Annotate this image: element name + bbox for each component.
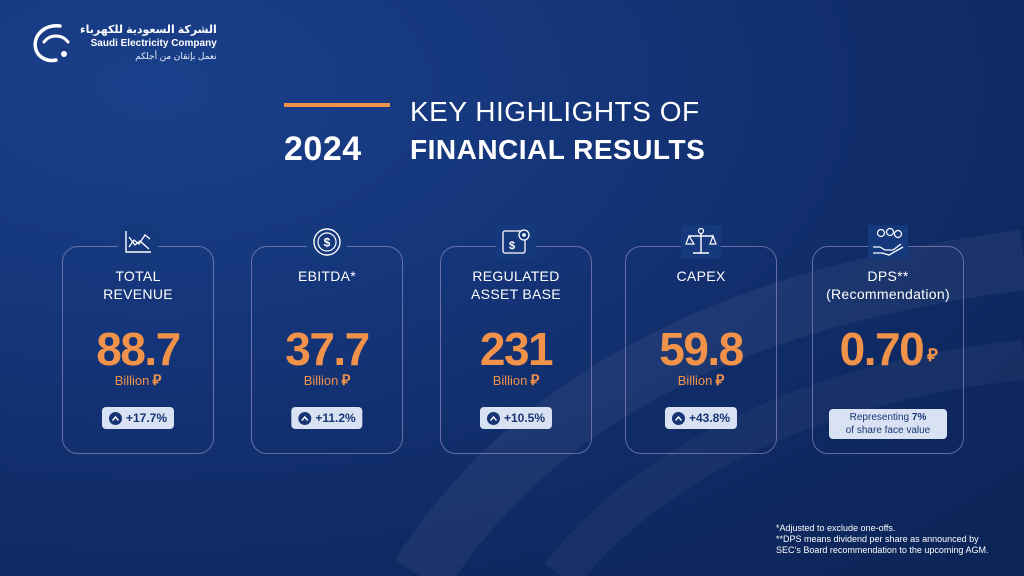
riyal-symbol: ⃁ bbox=[927, 345, 938, 365]
card-label-line-1: TOTAL bbox=[115, 268, 161, 284]
riyal-symbol: ⃁ bbox=[530, 372, 540, 389]
card-label-line-1: EBITDA* bbox=[297, 268, 357, 284]
change-value: +43.8% bbox=[688, 411, 731, 425]
logo-tagline: نعمل بإتقان من أجلكم bbox=[135, 51, 217, 61]
card-unit: Billion bbox=[114, 373, 150, 388]
change-badge: +43.8% bbox=[664, 407, 738, 429]
title-line-2: FINANCIAL RESULTS bbox=[410, 134, 706, 165]
arrow-up-icon bbox=[486, 411, 500, 425]
card-value: 59.8 bbox=[659, 323, 744, 375]
dps-note-badge: Representing 7% of share face value bbox=[829, 409, 947, 439]
title-line-1: KEY HIGHLIGHTS OF bbox=[410, 96, 700, 127]
riyal-symbol: ⃁ bbox=[152, 372, 162, 389]
card-label-line-2: ASSET BASE bbox=[471, 286, 561, 302]
footnote-1: *Adjusted to exclude one-offs. bbox=[776, 523, 896, 533]
coin-dollar-icon: $ bbox=[307, 225, 347, 259]
card-label-line-1: CAPEX bbox=[676, 268, 726, 284]
balance-scale-icon bbox=[681, 225, 721, 259]
card-unit: Billion bbox=[303, 373, 339, 388]
riyal-symbol: ⃁ bbox=[341, 372, 351, 389]
change-badge: +11.2% bbox=[291, 407, 363, 429]
card-dps: DPS** (Recommendation) 0.70 ⃁ Representin… bbox=[812, 225, 964, 454]
card-label-line-1: DPS** bbox=[867, 268, 909, 284]
arrow-up-icon bbox=[108, 411, 122, 425]
note-prefix: Representing bbox=[849, 412, 912, 423]
card-value: 88.7 bbox=[96, 323, 181, 375]
change-value: +11.2% bbox=[315, 411, 356, 425]
arrow-up-icon bbox=[298, 411, 312, 425]
card-regulated-asset-base: $ REGULATED ASSET BASE 231 Billion ⃁ +10.… bbox=[440, 225, 592, 454]
card-unit: Billion bbox=[677, 373, 713, 388]
card-label-line-2: (Recommendation) bbox=[826, 286, 950, 302]
change-badge: +10.5% bbox=[479, 407, 553, 429]
note-percent: 7% bbox=[911, 412, 927, 423]
title-accent-line bbox=[284, 103, 390, 107]
riyal-symbol: ⃁ bbox=[715, 372, 725, 389]
card-value: 37.7 bbox=[285, 323, 370, 375]
change-value: +10.5% bbox=[503, 411, 546, 425]
svg-text:$: $ bbox=[324, 236, 331, 250]
card-label-line-1: REGULATED bbox=[472, 268, 560, 284]
gear-dollar-icon: $ bbox=[496, 225, 536, 259]
chart-trend-icon bbox=[118, 225, 158, 259]
card-ebitda: $ EBITDA* 37.7 Billion ⃁ +11.2% bbox=[251, 225, 403, 454]
footnotes: *Adjusted to exclude one-offs. **DPS mea… bbox=[776, 523, 1016, 556]
sec-logo-icon bbox=[33, 24, 70, 63]
arrow-up-icon bbox=[671, 411, 685, 425]
note-suffix: of share face value bbox=[845, 425, 931, 436]
footnote-3: SEC’s Board recommendation to the upcomi… bbox=[776, 545, 989, 555]
hand-coins-icon bbox=[868, 225, 908, 259]
title-year: 2024 bbox=[284, 130, 362, 168]
logo-arabic-name: الشركة السعودية للكهرباء bbox=[80, 24, 217, 36]
footnote-2: **DPS means dividend per share as announ… bbox=[776, 534, 979, 544]
company-logo: الشركة السعودية للكهرباء Saudi Electrici… bbox=[30, 20, 217, 64]
card-total-revenue: TOTAL REVENUE 88.7 Billion ⃁ +17.7% bbox=[62, 225, 214, 454]
card-capex: CAPEX 59.8 Billion ⃁ +43.8% bbox=[625, 225, 777, 454]
card-value: 231 bbox=[479, 323, 554, 375]
svg-text:$: $ bbox=[509, 240, 515, 252]
card-value: 0.70 bbox=[839, 323, 925, 375]
change-badge: +17.7% bbox=[101, 407, 175, 429]
card-unit: Billion bbox=[492, 373, 528, 388]
logo-english-name: Saudi Electricity Company bbox=[90, 38, 217, 49]
card-label-line-2: REVENUE bbox=[103, 286, 173, 302]
change-value: +17.7% bbox=[125, 411, 168, 425]
